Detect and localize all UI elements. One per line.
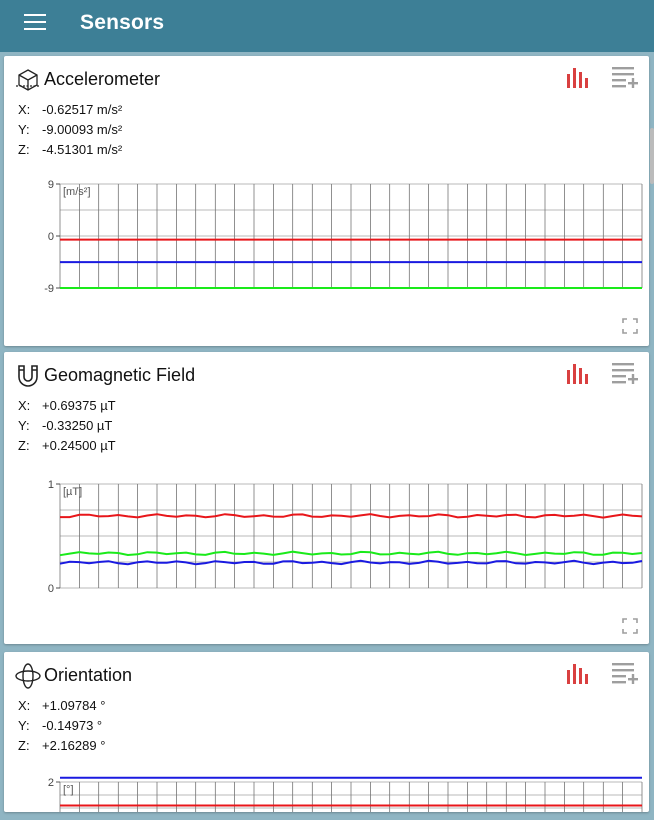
sensor-plot: 2 [°]	[48, 776, 643, 812]
value-row-x: X: +0.69375 µT	[18, 396, 116, 416]
value-row-x: X: -0.62517 m/s²	[18, 100, 122, 120]
axis-value: +2.16289 °	[42, 738, 106, 753]
series-line-x	[60, 513, 643, 519]
axis-label: Y:	[18, 122, 30, 137]
axis-label: Z:	[18, 738, 30, 753]
y-tick-label: 1	[48, 479, 54, 491]
playlist-add-icon[interactable]	[610, 360, 638, 386]
axis-value: -0.14973 °	[42, 718, 103, 733]
hamburger-menu-icon[interactable]	[24, 14, 46, 32]
page-title: Sensors	[80, 11, 165, 34]
magnet-icon	[18, 365, 38, 387]
bar-chart-icon[interactable]	[564, 662, 592, 686]
sensor-title: Geomagnetic Field	[44, 365, 196, 385]
y-tick-label: 9	[48, 179, 54, 191]
sensor-card-orientation: Orientation X: +1.09784 ° Y: -0.14973 ° Z:…	[4, 652, 649, 812]
value-row-z: Z: +0.24500 µT	[18, 436, 116, 456]
unit-label: [µT]	[63, 486, 82, 498]
sensor-plot: 9 0 -9 [m/s²]	[44, 179, 643, 295]
axis-label: X:	[18, 698, 31, 713]
value-row-y: Y: -9.00093 m/s²	[18, 120, 122, 140]
axis-label: Z:	[18, 438, 30, 453]
axis-value: -9.00093 m/s²	[42, 122, 123, 137]
axis-label: X:	[18, 398, 31, 413]
axis-value: +0.69375 µT	[42, 398, 116, 413]
series-line-z	[59, 559, 643, 566]
value-row-y: Y: -0.14973 °	[18, 716, 105, 736]
sensor-values: X: -0.62517 m/s² Y: -9.00093 m/s² Z: -4.513…	[18, 100, 122, 160]
axis-label: Y:	[18, 718, 30, 733]
unit-label: [m/s²]	[63, 186, 91, 198]
playlist-add-icon[interactable]	[610, 64, 638, 90]
axis-value: +0.24500 µT	[42, 438, 116, 453]
y-tick-label: 0	[48, 231, 54, 243]
sensor-card-accelerometer: Accelerometer X: -0.62517 m/s² Y: -9.00093…	[4, 56, 649, 346]
axis-label: Z:	[18, 142, 30, 157]
value-row-y: Y: -0.33250 µT	[18, 416, 116, 436]
value-row-x: X: +1.09784 °	[18, 696, 105, 716]
unit-label: [°]	[63, 784, 74, 796]
y-tick-label: 2	[48, 777, 54, 789]
series-line-y	[59, 550, 643, 557]
axis-label: X:	[18, 102, 31, 117]
axis-value: -0.33250 µT	[42, 418, 113, 433]
sensor-values: X: +0.69375 µT Y: -0.33250 µT Z: +0.24500 µ…	[18, 396, 116, 456]
value-row-z: Z: +2.16289 °	[18, 736, 105, 756]
axis-label: Y:	[18, 418, 30, 433]
fullscreen-icon[interactable]	[622, 318, 638, 334]
y-tick-label: -9	[44, 283, 54, 295]
playlist-add-icon[interactable]	[610, 660, 638, 686]
y-tick-label: 0	[48, 583, 54, 595]
axis-value: -4.51301 m/s²	[42, 142, 123, 157]
sensor-title: Orientation	[44, 665, 133, 685]
sensor-values: X: +1.09784 ° Y: -0.14973 ° Z: +2.16289 °	[18, 696, 105, 756]
bar-chart-icon[interactable]	[564, 66, 592, 90]
sensor-plot: 1 0 [µT]	[48, 479, 643, 595]
axis-value: -0.62517 m/s²	[42, 102, 123, 117]
orientation-icon	[15, 663, 41, 689]
accelerometer-cube-icon	[16, 69, 40, 91]
fullscreen-icon[interactable]	[622, 618, 638, 634]
scrollbar[interactable]	[650, 128, 654, 184]
value-row-z: Z: -4.51301 m/s²	[18, 140, 122, 160]
sensor-title: Accelerometer	[44, 69, 161, 89]
bar-chart-icon[interactable]	[564, 362, 592, 386]
axis-value: +1.09784 °	[42, 698, 106, 713]
sensor-card-geomagnetic-field: Geomagnetic Field X: +0.69375 µT Y: -0.332…	[4, 352, 649, 644]
app-bar: Sensors	[0, 0, 654, 52]
